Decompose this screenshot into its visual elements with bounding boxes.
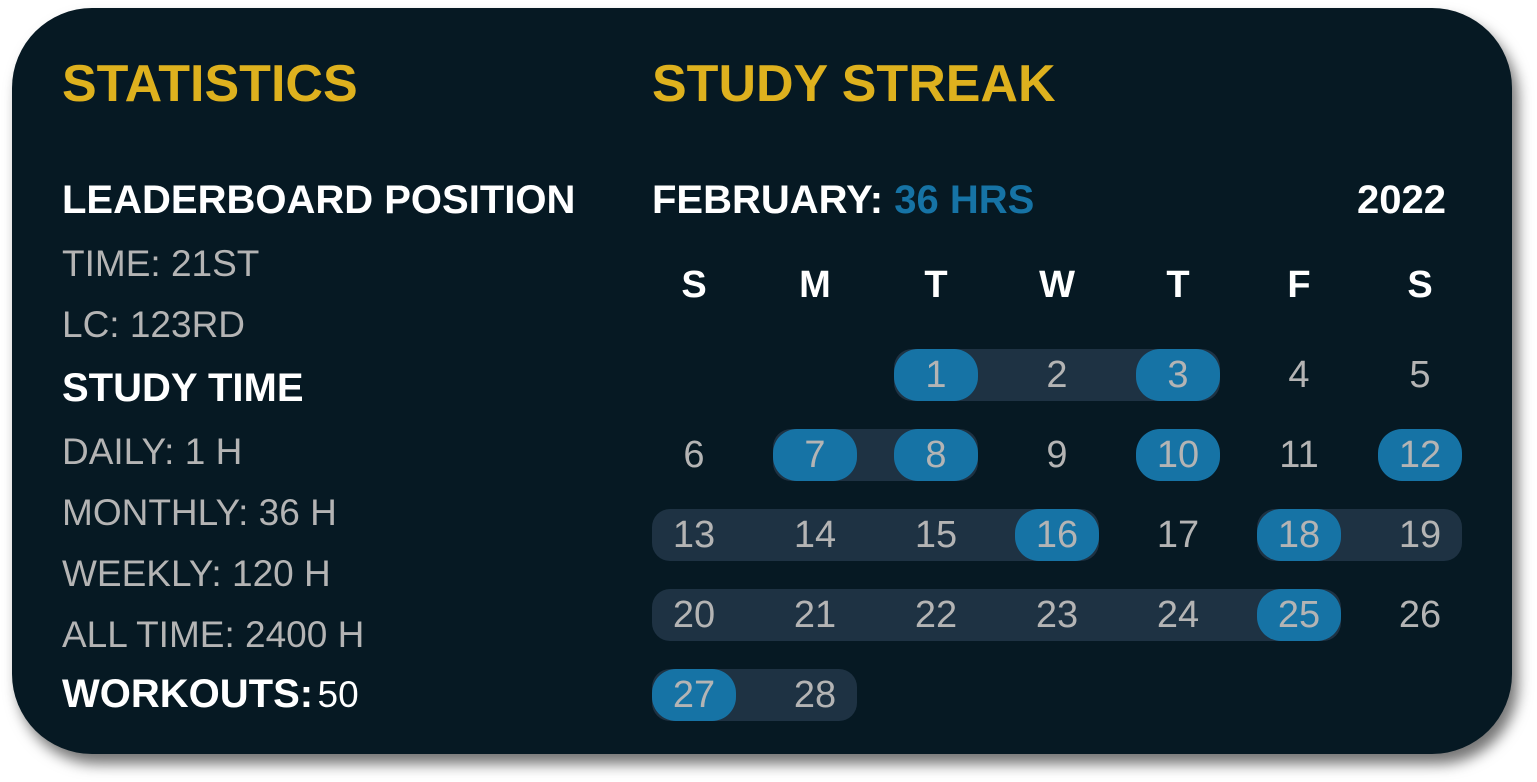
weekday-header: T (1166, 264, 1190, 306)
all-time: ALL TIME: 2400 H (62, 614, 365, 655)
month-summary: FEBRUARY: 36 HRS (652, 178, 1034, 223)
weekday-header: M (799, 264, 831, 306)
lc-rank: LC: 123RD (62, 304, 246, 345)
calendar-day[interactable]: 11 (1279, 434, 1319, 476)
calendar-day[interactable]: 13 (672, 514, 716, 556)
calendar-day[interactable]: 21 (793, 594, 837, 636)
calendar-day[interactable]: 20 (672, 594, 716, 636)
weekly-time: WEEKLY: 120 H (62, 553, 331, 594)
year-label: 2022 (1357, 178, 1446, 222)
weekday-header: S (681, 264, 707, 306)
calendar-day-studied[interactable]: 7 (773, 429, 857, 481)
calendar-day-studied[interactable]: 8 (894, 429, 978, 481)
daily-time: DAILY: 1 H (62, 431, 243, 472)
workouts-value: 50 (317, 674, 359, 715)
calendar-day[interactable]: 28 (793, 674, 837, 716)
workouts-label: WORKOUTS: (62, 672, 314, 716)
workouts: WORKOUTS: 50 (62, 672, 359, 717)
calendar-day[interactable]: 19 (1398, 514, 1442, 556)
monthly-time: MONTHLY: 36 H (62, 492, 337, 533)
calendar-day[interactable]: 5 (1409, 354, 1431, 396)
streak-band (652, 589, 1341, 641)
weekday-header: S (1407, 264, 1433, 306)
weekday-header: W (1039, 264, 1075, 306)
calendar-day[interactable]: 22 (914, 594, 958, 636)
month-hours: 36 HRS (894, 178, 1035, 222)
weekday-header: F (1287, 264, 1311, 306)
calendar-day-studied[interactable]: 12 (1378, 429, 1462, 481)
calendar-day[interactable]: 9 (1046, 434, 1068, 476)
calendar-day[interactable]: 6 (683, 434, 705, 476)
calendar-day-studied[interactable]: 16 (1015, 509, 1099, 561)
calendar-day-studied[interactable]: 10 (1136, 429, 1220, 481)
month-label: FEBRUARY: (652, 178, 884, 222)
calendar-day[interactable]: 2 (1046, 354, 1068, 396)
leaderboard-heading: LEADERBOARD POSITION (62, 178, 576, 222)
calendar-day[interactable]: 17 (1156, 514, 1200, 556)
calendar-day-studied[interactable]: 3 (1136, 349, 1220, 401)
calendar-day[interactable]: 23 (1035, 594, 1079, 636)
calendar-day-studied[interactable]: 25 (1257, 589, 1341, 641)
calendar-day[interactable]: 24 (1156, 594, 1200, 636)
calendar-day[interactable]: 14 (793, 514, 837, 556)
calendar-day[interactable]: 4 (1288, 354, 1310, 396)
calendar-day-studied[interactable]: 18 (1257, 509, 1341, 561)
calendar-day[interactable]: 26 (1398, 594, 1442, 636)
calendar-day-studied[interactable]: 1 (894, 349, 978, 401)
statistics-title: STATISTICS (62, 55, 358, 113)
calendar-day[interactable]: 15 (914, 514, 958, 556)
time-rank: TIME: 21ST (62, 243, 260, 284)
calendar-day-studied[interactable]: 27 (652, 669, 736, 721)
study-streak-title: STUDY STREAK (652, 55, 1056, 113)
weekday-header: T (924, 264, 948, 306)
study-time-heading: STUDY TIME (62, 366, 304, 410)
